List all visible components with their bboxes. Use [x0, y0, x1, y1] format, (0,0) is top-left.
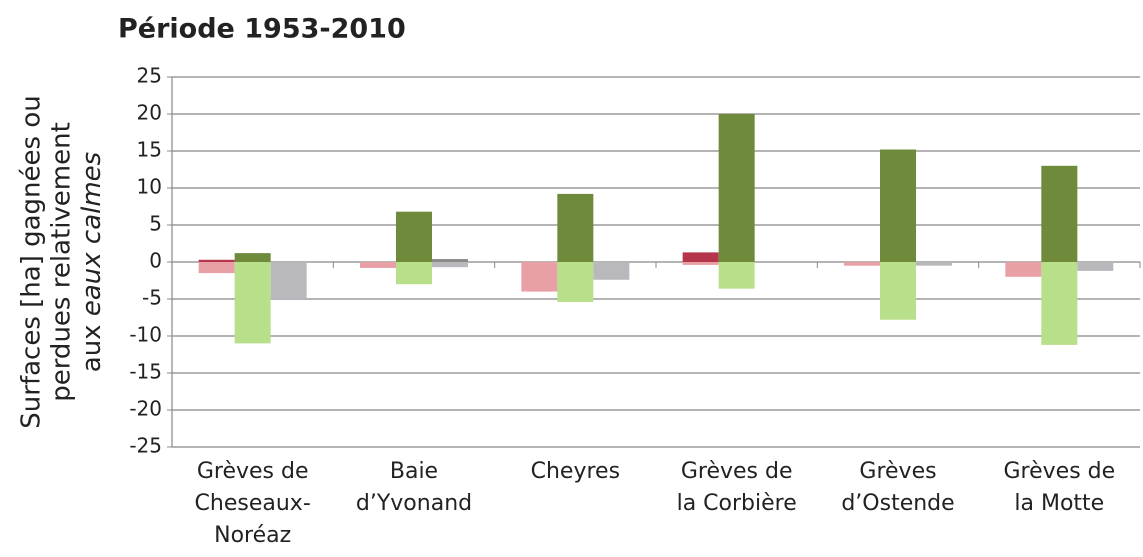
bar	[234, 253, 271, 262]
x-tick-label: la Motte	[1014, 491, 1104, 516]
bar	[557, 262, 594, 302]
y-label-line: perdues relativement	[47, 122, 77, 402]
bar	[682, 252, 719, 262]
bar	[1041, 165, 1078, 262]
x-tick-label: la Corbière	[677, 491, 797, 516]
y-tick-label: 20	[137, 101, 162, 125]
bar	[432, 259, 468, 262]
bar	[593, 262, 630, 280]
bar	[360, 262, 396, 268]
bar	[718, 262, 755, 289]
bar	[880, 262, 916, 320]
y-label-part: eaux calmes	[77, 152, 107, 316]
y-tick-label: -25	[129, 434, 162, 458]
x-tick-label: Cheyres	[531, 459, 620, 484]
y-tick-label: 5	[149, 212, 162, 236]
y-label-part: aux	[77, 324, 107, 372]
x-tick-label: Grèves de	[681, 459, 793, 484]
y-tick-label: -5	[142, 286, 162, 310]
x-tick-label: Grèves de	[197, 459, 309, 484]
x-tick-label: Baie	[390, 459, 438, 484]
y-tick-label: 10	[137, 175, 162, 199]
bar	[396, 211, 432, 262]
bar	[1041, 262, 1078, 345]
bar	[432, 262, 468, 268]
y-tick-label: -15	[129, 360, 162, 384]
bar	[396, 262, 432, 285]
x-tick-label: Cheseaux-	[195, 491, 311, 516]
bar	[1005, 262, 1042, 277]
x-tick-label: d’Yvonand	[356, 491, 472, 516]
bar	[682, 262, 719, 265]
bar	[718, 114, 755, 262]
bar	[521, 262, 558, 292]
y-tick-label: 15	[137, 138, 162, 162]
bar	[880, 149, 916, 262]
y-tick-label: 0	[149, 249, 162, 273]
y-tick-label: -10	[129, 323, 162, 347]
x-tick-label: Grèves de	[1004, 459, 1116, 484]
bar	[916, 262, 952, 266]
x-tick-label: d’Ostende	[841, 491, 954, 516]
y-label-line: Surfaces [ha] gagnées ou	[17, 95, 47, 428]
bar	[1077, 262, 1114, 271]
y-axis-label: Surfaces [ha] gagnées ou perdues relativ…	[17, 95, 107, 428]
x-tick-label: Grèves	[859, 459, 936, 484]
chart-title: Période 1953-2010	[118, 14, 406, 45]
bar	[557, 193, 594, 262]
y-label-line: aux eaux calmes	[77, 152, 107, 372]
bar	[198, 262, 235, 274]
bar	[270, 262, 307, 299]
x-tick-label: Noréaz	[214, 523, 291, 548]
bar	[844, 262, 880, 266]
y-tick-label: 25	[137, 64, 162, 88]
bar	[198, 259, 235, 262]
y-tick-label: -20	[129, 397, 162, 421]
bar	[234, 262, 271, 344]
